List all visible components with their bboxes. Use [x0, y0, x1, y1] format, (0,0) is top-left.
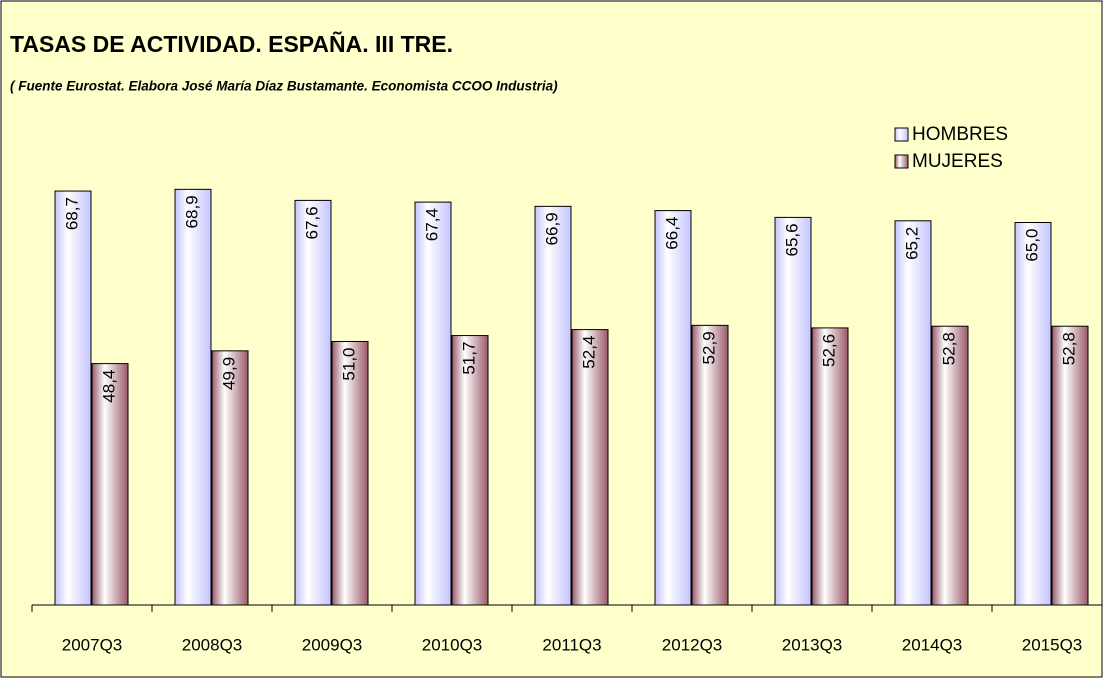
data-label: 67,6 — [302, 206, 321, 239]
x-tick-label: 2007Q3 — [62, 635, 123, 654]
data-label: 68,9 — [182, 195, 201, 228]
bar — [1014, 222, 1052, 606]
x-tick-label: 2011Q3 — [542, 635, 601, 654]
x-tick-label: 2010Q3 — [422, 635, 483, 654]
bar — [91, 363, 129, 606]
bar — [774, 216, 812, 606]
data-label: 67,4 — [422, 208, 441, 241]
data-label: 66,4 — [662, 217, 681, 250]
legend-label: HOMBRES — [912, 124, 1008, 145]
data-label: 51,0 — [339, 348, 358, 381]
x-tick-label: 2008Q3 — [182, 635, 243, 654]
data-label: 52,4 — [579, 336, 598, 369]
data-label: 52,8 — [1059, 332, 1078, 365]
bar — [54, 190, 92, 606]
bar — [174, 188, 212, 606]
data-label: 65,6 — [782, 223, 801, 256]
data-label: 68,7 — [62, 197, 81, 230]
bar — [811, 327, 849, 606]
bar — [294, 199, 332, 606]
bar — [1051, 325, 1089, 606]
x-tick-label: 2013Q3 — [782, 635, 843, 654]
bar — [691, 324, 729, 606]
data-label: 48,4 — [99, 370, 118, 403]
data-label: 66,9 — [542, 212, 561, 245]
data-label: 52,6 — [819, 334, 838, 367]
data-label: 51,7 — [459, 342, 478, 375]
bar — [331, 341, 369, 606]
x-tick-label: 2014Q3 — [902, 635, 963, 654]
bar — [931, 325, 969, 606]
bar — [414, 201, 452, 606]
legend-swatch — [894, 154, 909, 169]
bar — [894, 220, 932, 606]
bar — [534, 205, 572, 606]
legend-swatch — [894, 127, 909, 142]
legend-label: MUJERES — [912, 151, 1003, 172]
bar — [211, 350, 249, 606]
bar — [451, 335, 489, 606]
chart-title: TASAS DE ACTIVIDAD. ESPAÑA. III TRE. — [10, 30, 453, 57]
data-label: 65,2 — [902, 227, 921, 260]
data-label: 49,9 — [219, 357, 238, 390]
data-label: 52,8 — [939, 332, 958, 365]
data-label: 65,0 — [1022, 229, 1041, 262]
x-tick-label: 2009Q3 — [302, 635, 363, 654]
x-tick-label: 2012Q3 — [662, 635, 723, 654]
bar — [571, 329, 609, 606]
bar — [654, 210, 692, 606]
x-tick-label: 2015Q3 — [1022, 635, 1083, 654]
chart-subtitle: ( Fuente Eurostat. Elabora José María Dí… — [10, 79, 558, 94]
data-label: 52,9 — [699, 331, 718, 364]
